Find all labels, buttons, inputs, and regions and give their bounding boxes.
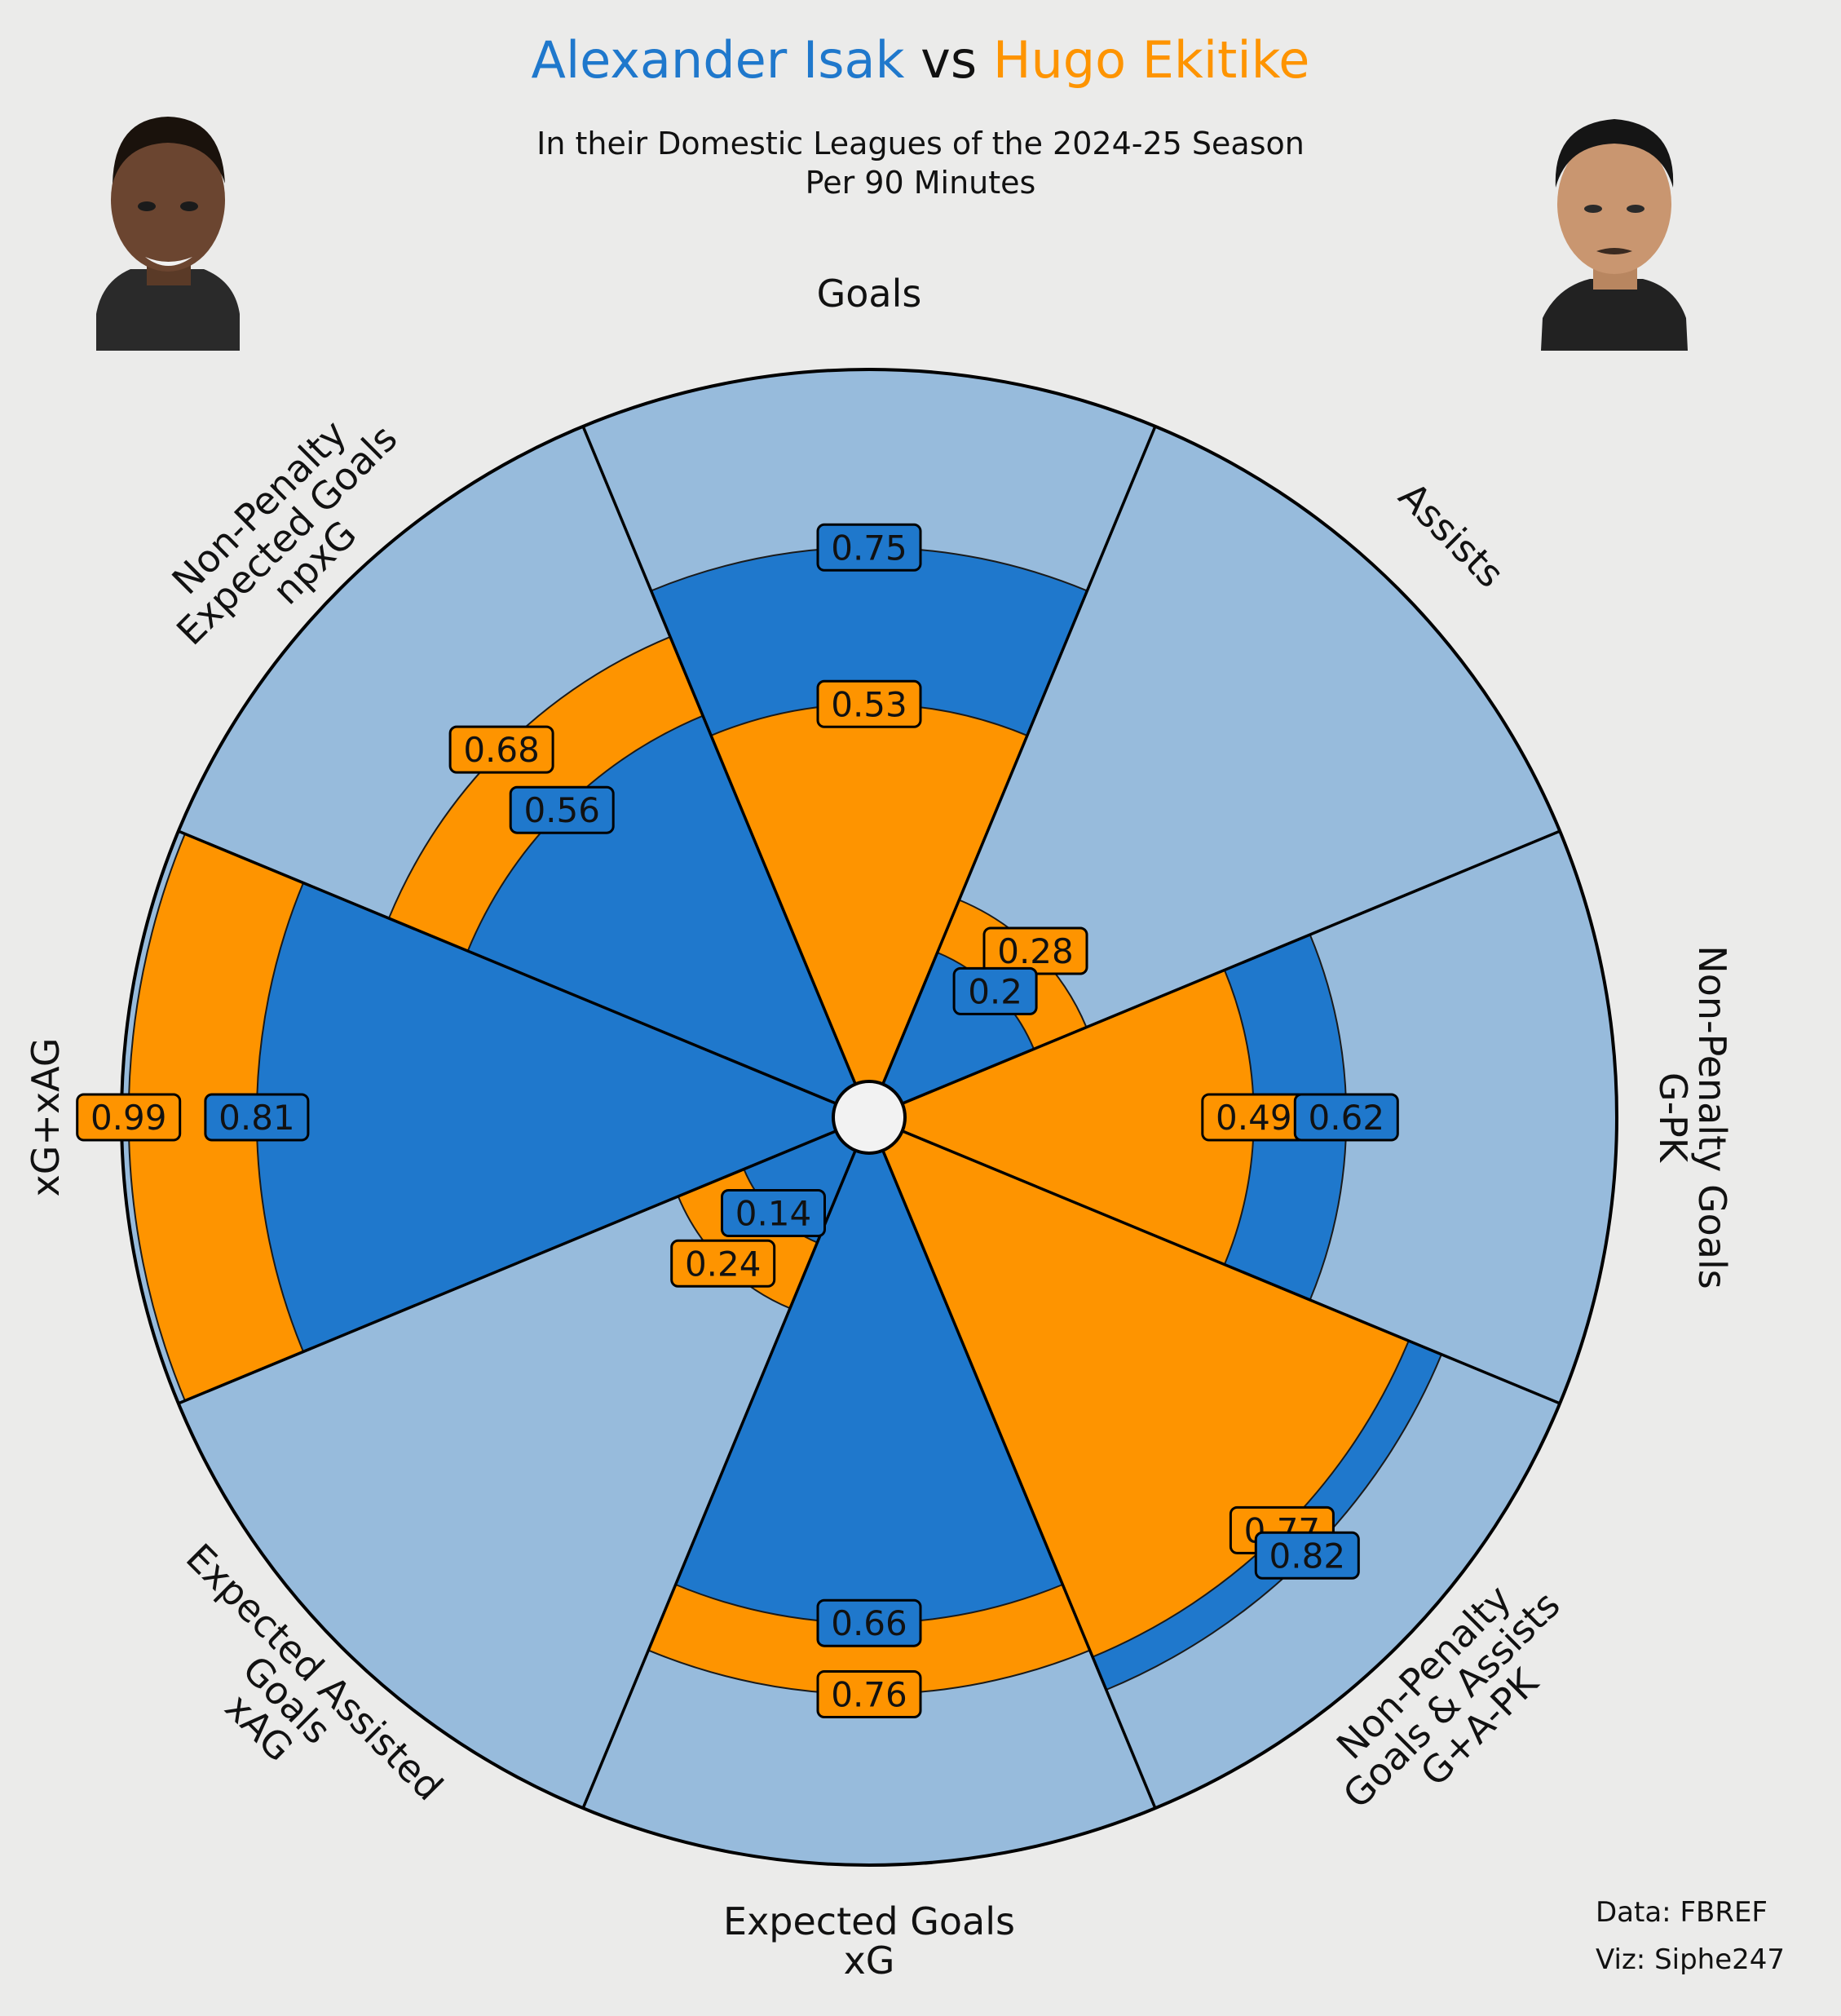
credits: Data: FBREF Viz: Siphe247 [1596,1889,1785,1983]
svg-text:0.49: 0.49 [1216,1098,1292,1138]
svg-text:0.81: 0.81 [219,1098,295,1138]
value-label-player-a: 0.82 [1254,1531,1360,1580]
player-b-name: Hugo Ekitike [992,30,1310,90]
chart-title: Alexander Isak vs Hugo Ekitike [0,28,1841,93]
subtitle-season: In their Domestic Leagues of the 2024-25… [536,126,1305,161]
chart-subtitle: In their Domestic Leagues of the 2024-25… [0,124,1841,202]
value-label-player-b: 0.53 [816,679,922,728]
svg-text:0.14: 0.14 [735,1194,812,1234]
svg-text:0.53: 0.53 [831,684,907,724]
value-label-player-a: 0.66 [816,1598,922,1647]
player-a-name: Alexander Isak [531,30,905,90]
subtitle-per90: Per 90 Minutes [805,165,1036,201]
player-b-photo [1541,119,1688,351]
category-label: Assists [1390,474,1512,596]
svg-text:0.76: 0.76 [831,1675,907,1715]
value-label-player-a: 0.81 [204,1093,310,1142]
value-label-player-b: 0.99 [76,1093,182,1142]
value-label-player-b: 0.76 [816,1670,922,1718]
value-label-player-b: 0.28 [982,926,1088,975]
slice-divider [868,1116,1561,1405]
value-label-player-b: 0.49 [1201,1093,1307,1142]
svg-text:0.56: 0.56 [523,790,600,830]
value-label-player-a: 0.14 [721,1189,826,1237]
svg-text:0.99: 0.99 [91,1098,167,1138]
slice-divider [868,426,1157,1118]
slice-divider [178,1116,870,1405]
slice-divider [868,829,1561,1119]
credit-viz-author: Viz: Siphe247 [1596,1943,1786,1976]
title-vs: vs [920,30,978,90]
value-label-player-b: 0.68 [448,725,554,774]
value-label-player-a: 0.2 [952,966,1038,1015]
svg-text:0.62: 0.62 [1309,1098,1385,1138]
category-label: Goals [817,272,922,316]
svg-text:0.28: 0.28 [997,931,1074,971]
center-hub [832,1080,907,1155]
slice-divider [178,829,870,1119]
value-label-player-a: 0.75 [816,523,922,572]
svg-text:0.75: 0.75 [831,528,907,568]
svg-text:0.66: 0.66 [831,1603,907,1643]
value-label-player-a: 0.62 [1293,1093,1399,1142]
category-label: Non-Penalty GoalsG-PK [1651,945,1734,1289]
value-label-player-b: 0.24 [670,1239,776,1288]
category-label: Expected Goals xG [723,1899,1015,1983]
slice-divider [581,426,871,1118]
svg-text:0.24: 0.24 [685,1244,762,1284]
player-a-photo [96,117,240,351]
svg-text:0.82: 0.82 [1269,1536,1346,1576]
svg-text:0.68: 0.68 [463,730,540,770]
value-label-player-a: 0.56 [509,785,615,834]
svg-text:0.2: 0.2 [968,971,1022,1011]
credit-data-source: Data: FBREF [1596,1896,1768,1929]
category-label: xG+xAG [24,1038,68,1197]
slice-divider [868,1116,1157,1809]
